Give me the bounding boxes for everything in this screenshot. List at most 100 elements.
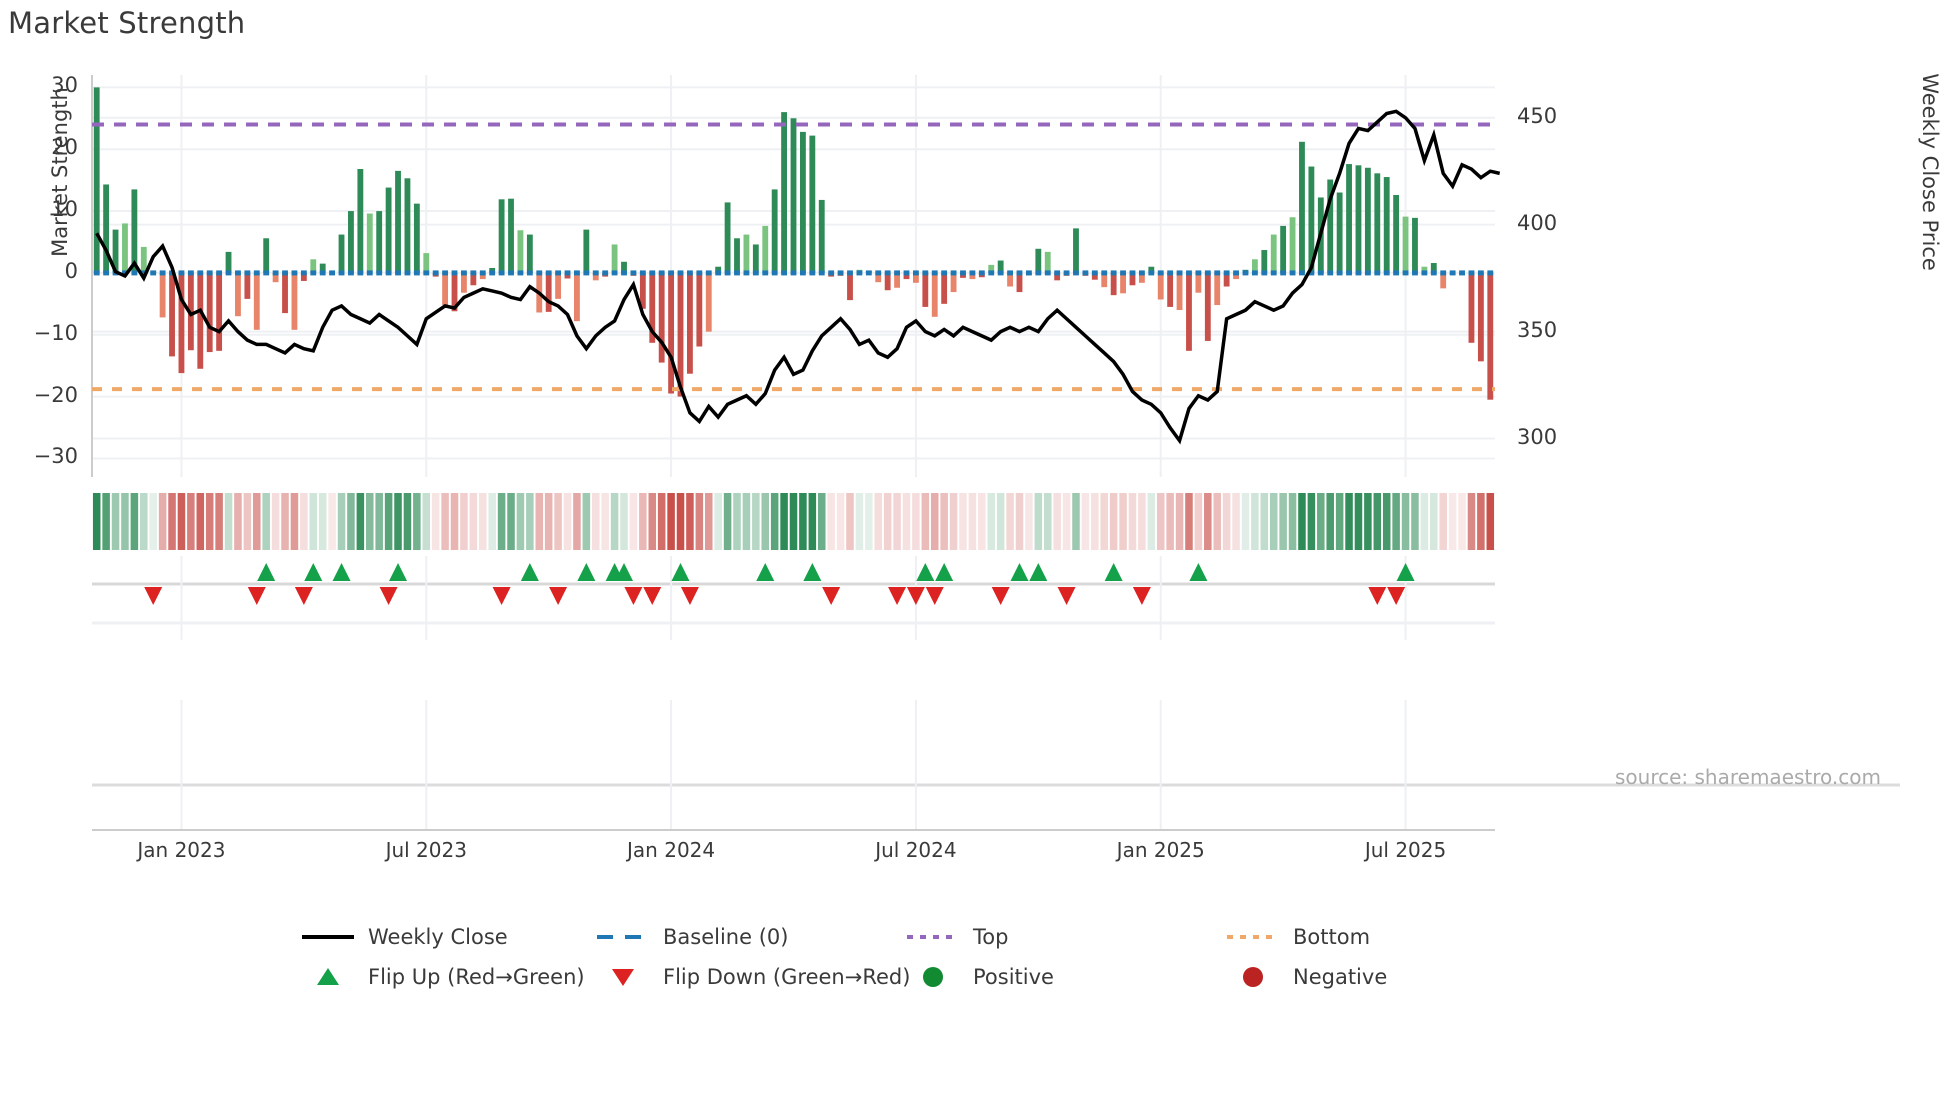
strength-bar bbox=[1374, 173, 1381, 273]
heatmap-cell bbox=[544, 493, 553, 550]
flip-down-marker bbox=[1387, 587, 1406, 605]
flip-up-marker bbox=[332, 563, 351, 581]
heatmap-cell bbox=[394, 493, 402, 550]
strength-bar bbox=[1468, 272, 1475, 343]
strength-bar bbox=[1148, 266, 1155, 273]
strength-bar bbox=[131, 189, 138, 273]
heatmap-cell bbox=[1175, 493, 1184, 550]
strength-bar bbox=[310, 259, 317, 273]
legend-item[interactable]: Flip Up (Red→Green) bbox=[300, 965, 585, 989]
strength-bar bbox=[762, 225, 769, 273]
legend-glyph-triangle-up bbox=[317, 968, 339, 985]
strength-bar bbox=[263, 238, 270, 273]
heatmap-cell bbox=[1364, 493, 1372, 550]
strength-bar bbox=[715, 266, 722, 273]
strength-bar bbox=[1270, 234, 1277, 273]
heatmap-cell bbox=[695, 493, 704, 550]
heatmap-cell bbox=[1100, 493, 1108, 550]
strength-bar bbox=[451, 272, 458, 312]
legend-item[interactable]: Negative bbox=[1225, 965, 1387, 989]
flip-down-marker bbox=[294, 587, 313, 605]
heatmap-cell bbox=[1307, 493, 1316, 550]
heatmap-cell bbox=[516, 493, 525, 550]
strength-bar bbox=[225, 251, 232, 273]
legend-item[interactable]: Flip Down (Green→Red) bbox=[595, 965, 910, 989]
heatmap-cell bbox=[1034, 493, 1043, 550]
flip-down-marker bbox=[680, 587, 699, 605]
heatmap-cell bbox=[1458, 493, 1466, 550]
heatmap-cell bbox=[130, 493, 139, 550]
legend-item[interactable]: Baseline (0) bbox=[595, 925, 788, 949]
strength-bar bbox=[592, 272, 599, 281]
legend-row-top: Weekly Close Baseline (0) Top Bottom bbox=[0, 925, 1960, 965]
legend-item[interactable]: Bottom bbox=[1225, 925, 1370, 949]
strength-bar bbox=[319, 263, 326, 273]
flip-down-marker bbox=[492, 587, 511, 605]
flip-up-marker bbox=[1010, 563, 1029, 581]
y-axis-left-tick: −20 bbox=[33, 382, 78, 407]
heatmap-cell bbox=[460, 493, 468, 550]
heatmap-cell bbox=[752, 493, 760, 550]
flip-up-marker bbox=[756, 563, 775, 581]
heatmap-cell bbox=[1147, 493, 1156, 550]
heatmap-cell bbox=[1006, 493, 1014, 550]
heatmap-cell bbox=[714, 493, 722, 550]
heatmap-cell bbox=[789, 493, 798, 550]
strength-bar bbox=[206, 272, 213, 353]
strength-bar bbox=[705, 272, 712, 332]
heatmap-cell bbox=[1072, 493, 1080, 550]
heatmap-cell bbox=[1241, 493, 1250, 550]
heatmap-cell bbox=[629, 493, 638, 550]
strength-bar bbox=[639, 272, 646, 309]
flip-down-marker bbox=[822, 587, 841, 605]
heatmap-cell bbox=[563, 493, 572, 550]
strength-bar bbox=[611, 244, 618, 273]
heatmap-cell bbox=[799, 493, 807, 550]
heatmap-cell bbox=[1288, 493, 1297, 550]
strength-bar bbox=[479, 272, 486, 280]
strength-bar bbox=[941, 272, 948, 304]
strength-bar bbox=[724, 202, 731, 273]
heatmap-cell bbox=[526, 493, 534, 550]
strength-bar bbox=[1355, 165, 1362, 273]
heatmap-cell bbox=[375, 493, 383, 550]
heatmap-cell bbox=[620, 493, 628, 550]
strength-bar bbox=[526, 234, 533, 273]
heatmap-cell bbox=[667, 493, 675, 550]
heatmap-cell bbox=[488, 493, 496, 550]
strength-bar bbox=[1120, 272, 1126, 294]
heatmap-cell bbox=[657, 493, 666, 550]
legend-item[interactable]: Top bbox=[905, 925, 1008, 949]
legend-glyph-line bbox=[302, 935, 354, 939]
strength-bar bbox=[1157, 272, 1164, 300]
heatmap-cell bbox=[271, 493, 280, 550]
heatmap-cell bbox=[1269, 493, 1278, 550]
flip-up-marker bbox=[671, 563, 690, 581]
strength-bar bbox=[300, 272, 307, 281]
flip-down-marker bbox=[1368, 587, 1387, 605]
heatmap-cell bbox=[686, 493, 694, 550]
strength-bar bbox=[244, 272, 251, 299]
flip-down-marker bbox=[247, 587, 266, 605]
x-axis-tick: Jan 2023 bbox=[137, 838, 226, 862]
heatmap-cell bbox=[1166, 493, 1174, 550]
y-axis-left-tick: 10 bbox=[51, 197, 78, 222]
heatmap-cell bbox=[431, 493, 440, 550]
legend-item[interactable]: Weekly Close bbox=[300, 925, 508, 949]
flip-up-marker bbox=[935, 563, 954, 581]
heatmap-cell bbox=[309, 493, 318, 550]
flip-down-marker bbox=[144, 587, 163, 605]
legend-item[interactable]: Positive bbox=[905, 965, 1054, 989]
heatmap-cell bbox=[102, 493, 110, 550]
strength-bar bbox=[1101, 272, 1108, 288]
heatmap-cell bbox=[253, 493, 261, 550]
strength-bar bbox=[508, 198, 514, 273]
y-axis-left-tick: 0 bbox=[64, 258, 78, 283]
strength-bar bbox=[1176, 272, 1183, 311]
strength-bar bbox=[1430, 263, 1437, 273]
weekly-close-line bbox=[95, 109, 1501, 445]
strength-bar bbox=[658, 272, 665, 363]
heatmap-cell bbox=[770, 493, 779, 550]
flip-down-marker bbox=[624, 587, 643, 605]
heatmap-cell bbox=[761, 493, 770, 550]
